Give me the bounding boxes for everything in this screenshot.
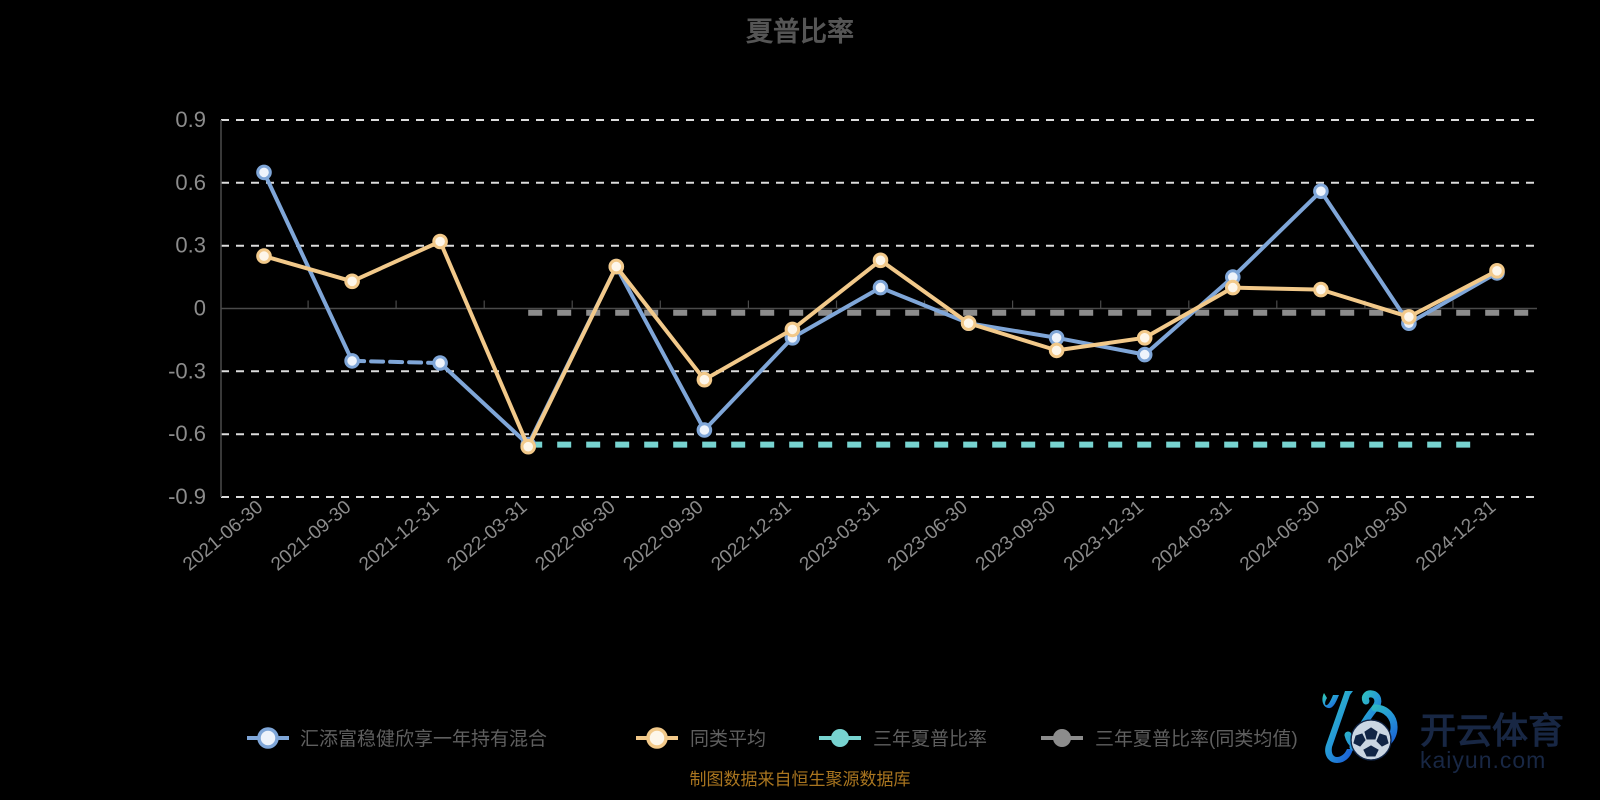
- svg-text:kaiyun.com: kaiyun.com: [1420, 747, 1546, 773]
- svg-text:2023-09-30: 2023-09-30: [972, 497, 1060, 576]
- svg-text:-0.6: -0.6: [168, 421, 206, 446]
- svg-text:2023-06-30: 2023-06-30: [884, 497, 972, 576]
- svg-text:汇添富稳健欣享一年持有混合: 汇添富稳健欣享一年持有混合: [300, 728, 547, 750]
- svg-text:2024-09-30: 2024-09-30: [1324, 497, 1412, 576]
- svg-text:2021-09-30: 2021-09-30: [267, 497, 355, 576]
- svg-text:2022-06-30: 2022-06-30: [532, 497, 620, 576]
- svg-text:0.6: 0.6: [175, 170, 206, 195]
- svg-text:0: 0: [194, 296, 206, 321]
- svg-text:2024-06-30: 2024-06-30: [1236, 497, 1324, 576]
- svg-text:同类平均: 同类平均: [690, 728, 766, 750]
- svg-text:2022-09-30: 2022-09-30: [620, 497, 708, 576]
- svg-text:2024-12-31: 2024-12-31: [1412, 497, 1500, 576]
- svg-text:-0.3: -0.3: [168, 358, 206, 383]
- svg-text:0.9: 0.9: [175, 107, 206, 132]
- svg-text:2023-12-31: 2023-12-31: [1060, 497, 1148, 576]
- svg-text:2023-03-31: 2023-03-31: [796, 497, 884, 576]
- svg-text:2022-12-31: 2022-12-31: [708, 497, 796, 576]
- svg-text:2024-03-31: 2024-03-31: [1148, 497, 1236, 576]
- svg-text:2022-03-31: 2022-03-31: [443, 497, 531, 576]
- svg-text:三年夏普比率(同类均值): 三年夏普比率(同类均值): [1095, 728, 1298, 750]
- svg-text:0.3: 0.3: [175, 233, 206, 258]
- svg-text:2021-12-31: 2021-12-31: [355, 497, 443, 576]
- svg-text:开云体育: 开云体育: [1420, 710, 1564, 751]
- svg-text:三年夏普比率: 三年夏普比率: [873, 728, 987, 750]
- svg-text:-0.9: -0.9: [168, 484, 206, 509]
